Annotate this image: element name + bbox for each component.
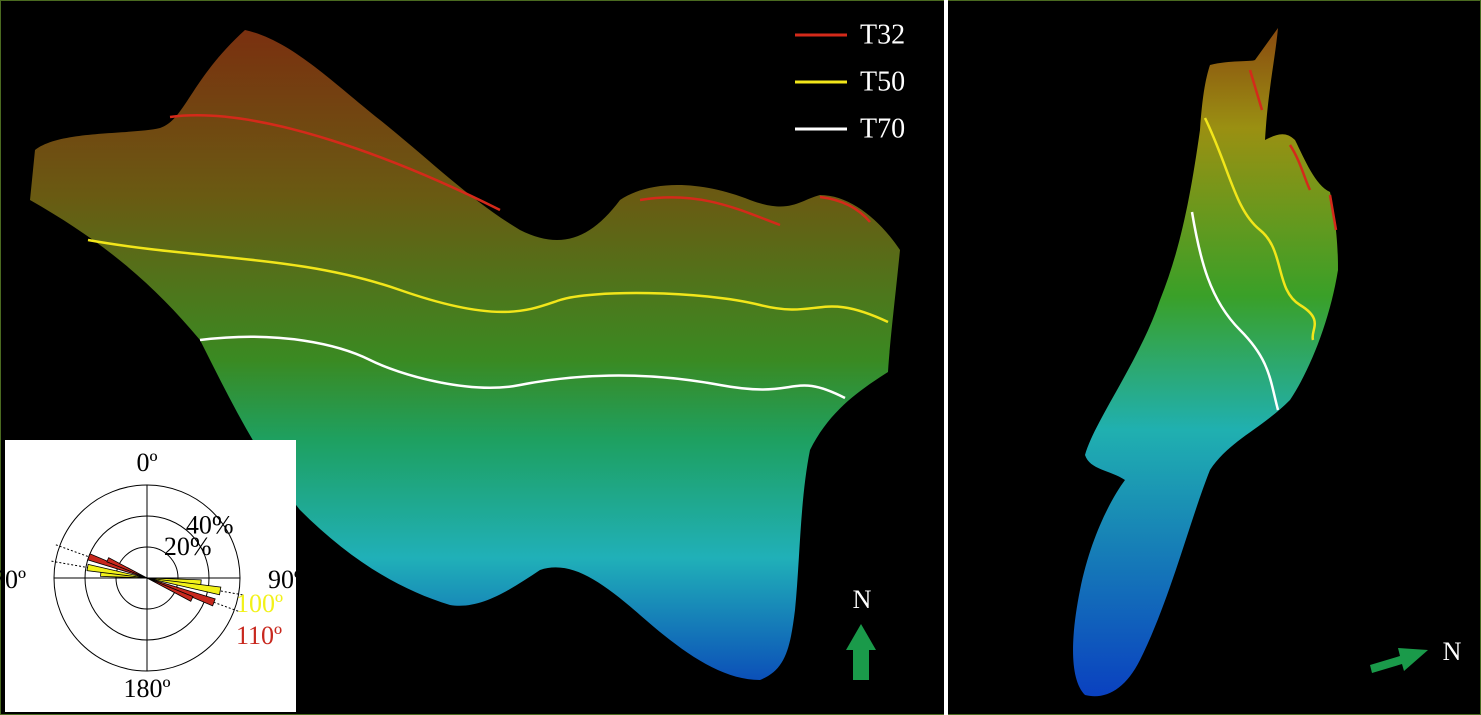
rose-diagram: 20%40% 0º 90º 180º 270º 100º 110º — [0, 448, 302, 703]
angle-label: 270º — [0, 565, 26, 594]
angle-label: 90º — [268, 565, 302, 594]
rose-petal — [146, 577, 222, 596]
legend-label: T32 — [860, 19, 905, 50]
contour-line — [1248, 69, 1264, 111]
legend-label: T50 — [860, 66, 905, 97]
rose-petal — [106, 557, 148, 579]
mean-direction-label: 110º — [236, 621, 282, 650]
angle-label: 0º — [136, 448, 157, 477]
contour-line — [169, 114, 501, 212]
divider — [944, 0, 948, 715]
north-label: N — [853, 585, 872, 614]
legend-label: T70 — [860, 113, 905, 144]
rose-petal — [146, 577, 194, 602]
contour-line — [819, 195, 871, 223]
contour-line — [1203, 117, 1316, 341]
contour-line — [639, 196, 781, 227]
contour-line — [87, 238, 889, 324]
north-arrow — [1370, 648, 1428, 673]
surface-left — [30, 30, 900, 680]
angle-label: 180º — [123, 674, 170, 703]
rose-petal — [86, 563, 148, 579]
contour-line — [1190, 211, 1280, 411]
ring-label: 40% — [186, 510, 234, 539]
contour-line — [1288, 144, 1312, 191]
contour-line — [199, 335, 846, 400]
north-arrow — [846, 624, 876, 680]
surface-right — [1073, 28, 1338, 697]
legend: T32 T50 T70 — [795, 19, 905, 144]
north-label: N — [1443, 637, 1462, 666]
ring-label: 20% — [164, 532, 212, 561]
contour-line — [1328, 194, 1338, 231]
mean-direction-label: 100º — [236, 589, 283, 618]
